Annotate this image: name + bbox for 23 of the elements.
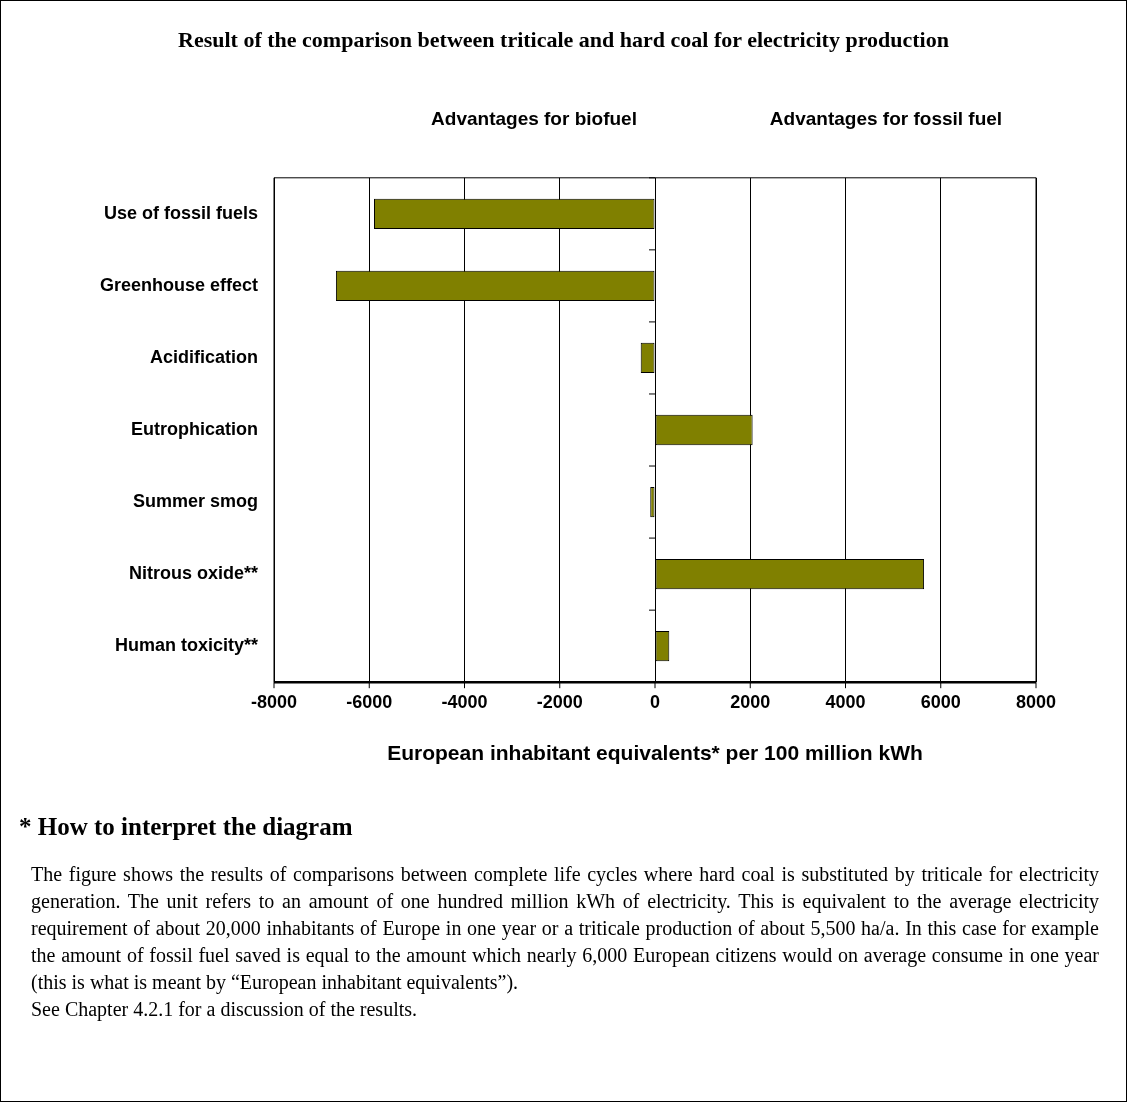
y-tick-label: Acidification [149, 346, 258, 367]
x-tick-label: -6000 [346, 691, 393, 712]
y-tick-label: Summer smog [132, 491, 258, 512]
text: The figure shows the results of comparisons between complete life cycles where hard coal is substituted by triticale for electricity generation. The unit refers to an amount of one hundred million kWh of electricity. This is equivalent to the average electricity requirement of about 20,000 inhabitants of Europe in one year or a triticale production of about 5,500 ha/a. In this case for example the amount of fossil fuel saved is equal to the amount which nearly 6,000 European citizens would on average consume in one year (this is what is meant by “European inhabitant equivalents”). [31, 862, 1099, 996]
x-tick-label: 4000 [825, 691, 866, 712]
x-tick-label: 6000 [920, 691, 961, 712]
text: Advantages for fossil fuel [768, 107, 1004, 131]
y-tick-label: Human toxicity** [114, 635, 258, 656]
y-tick-label: Eutrophication [131, 418, 258, 439]
x-tick-label: 0 [649, 691, 661, 712]
x-tick-label: -4000 [441, 691, 488, 712]
x-tick-label: -8000 [250, 691, 298, 712]
x-tick-label: 2000 [730, 691, 771, 712]
text: See Chapter 4.2.1 for a discussion of the results. [31, 997, 419, 1023]
x-tick-label: -2000 [536, 691, 583, 712]
text: * How to interpret the diagram [19, 813, 353, 841]
y-tick-label: Greenhouse effect [99, 274, 258, 295]
y-tick-label: Use of fossil fuels [103, 202, 258, 223]
x-tick-label: 8000 [1015, 691, 1057, 712]
x-axis-title: European inhabitant equivalents* per 100 million kWh [387, 741, 923, 765]
y-tick-label: Nitrous oxide** [128, 563, 258, 584]
chart-title: Result of the comparison between triticale and hard coal for electricity production [177, 27, 950, 53]
text: Advantages for biofuel [430, 107, 638, 131]
